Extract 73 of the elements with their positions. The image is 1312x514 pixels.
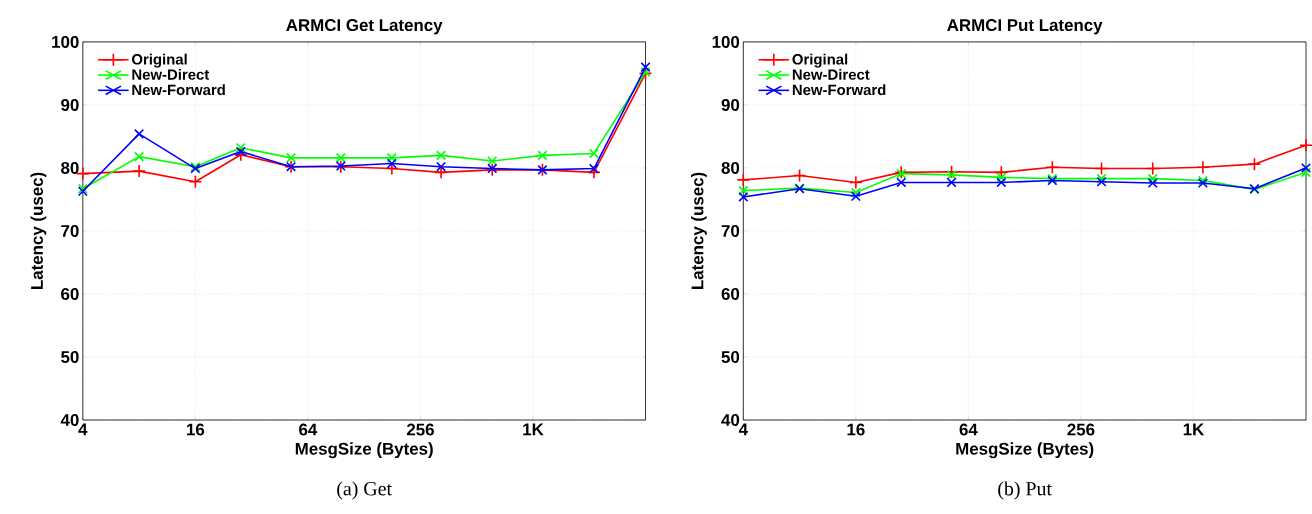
x-tick-label: 64 bbox=[299, 423, 318, 436]
y-tick-label: 90 bbox=[721, 99, 740, 111]
legend-label: New-Direct bbox=[792, 69, 870, 80]
point bbox=[996, 177, 1007, 188]
point bbox=[944, 165, 959, 179]
legend-label: New-Forward bbox=[132, 84, 225, 96]
point bbox=[640, 62, 651, 73]
x-tick-label: 1K bbox=[523, 423, 544, 436]
y-tick-label: 70 bbox=[721, 225, 740, 238]
chart-title: ARMCI Put Latency bbox=[947, 19, 1103, 35]
y-axis-title: Latency (usec) bbox=[30, 172, 47, 290]
y-tick-label: 40 bbox=[721, 414, 740, 427]
point bbox=[235, 146, 246, 157]
y-tick-label: 80 bbox=[721, 162, 740, 175]
x-tick-label: 64 bbox=[959, 423, 978, 436]
point bbox=[946, 169, 957, 180]
point bbox=[588, 163, 599, 174]
x-tick-label: 4 bbox=[738, 423, 748, 436]
x-tick-label: 16 bbox=[187, 423, 205, 436]
point bbox=[1300, 163, 1312, 174]
y-tick-label: 60 bbox=[721, 288, 740, 301]
point bbox=[1094, 161, 1109, 176]
y-tick-label: 50 bbox=[61, 351, 79, 364]
point bbox=[286, 152, 297, 163]
point bbox=[996, 172, 1007, 183]
x-tick-label: 4 bbox=[78, 423, 88, 436]
y-tick-label: 60 bbox=[61, 288, 79, 301]
x-tick-label: 1K bbox=[1183, 423, 1205, 436]
y-tick-label: 70 bbox=[61, 225, 79, 238]
x-tick-label: 256 bbox=[406, 423, 434, 436]
point bbox=[134, 151, 145, 162]
x-tick-label: 256 bbox=[1067, 423, 1095, 436]
point bbox=[487, 156, 498, 167]
x-tick-label: 16 bbox=[847, 423, 865, 436]
point bbox=[235, 142, 246, 153]
point bbox=[792, 168, 807, 183]
point bbox=[132, 164, 146, 178]
point bbox=[1147, 173, 1158, 184]
point bbox=[1045, 160, 1060, 175]
point bbox=[1299, 138, 1312, 153]
y-tick-label: 90 bbox=[61, 99, 79, 111]
text: (b) Put bbox=[998, 481, 1052, 500]
point bbox=[1247, 157, 1262, 172]
y-tick-label: 50 bbox=[721, 351, 740, 364]
y-tick-label: 100 bbox=[52, 36, 79, 48]
y-tick-label: 80 bbox=[61, 162, 79, 175]
point bbox=[1147, 178, 1158, 189]
point bbox=[386, 152, 397, 163]
point bbox=[134, 128, 145, 140]
x-axis-title: MesgSize (Bytes) bbox=[956, 442, 1094, 459]
y-tick-label: 40 bbox=[60, 414, 79, 427]
y-tick-label: 100 bbox=[712, 36, 740, 48]
point bbox=[537, 150, 548, 161]
point bbox=[588, 148, 599, 159]
legend-label: New-Forward bbox=[792, 84, 886, 96]
chart-title: ARMCI Get Latency bbox=[286, 19, 443, 35]
text: (a) Get bbox=[337, 481, 392, 500]
y-axis-title: Latency (usec) bbox=[691, 172, 707, 290]
point bbox=[1196, 160, 1210, 175]
legend-label: New-Direct bbox=[132, 69, 210, 80]
point bbox=[234, 148, 248, 162]
point bbox=[1300, 167, 1312, 178]
point bbox=[1145, 161, 1160, 176]
point bbox=[587, 165, 601, 180]
point bbox=[896, 177, 907, 188]
legend-label: Original bbox=[132, 53, 187, 68]
point bbox=[335, 152, 346, 163]
point bbox=[386, 158, 397, 169]
point bbox=[946, 177, 957, 188]
legend-label: Original bbox=[792, 53, 848, 68]
point bbox=[436, 150, 447, 161]
point bbox=[436, 161, 447, 172]
x-axis-title: MesgSize (Bytes) bbox=[295, 442, 433, 459]
